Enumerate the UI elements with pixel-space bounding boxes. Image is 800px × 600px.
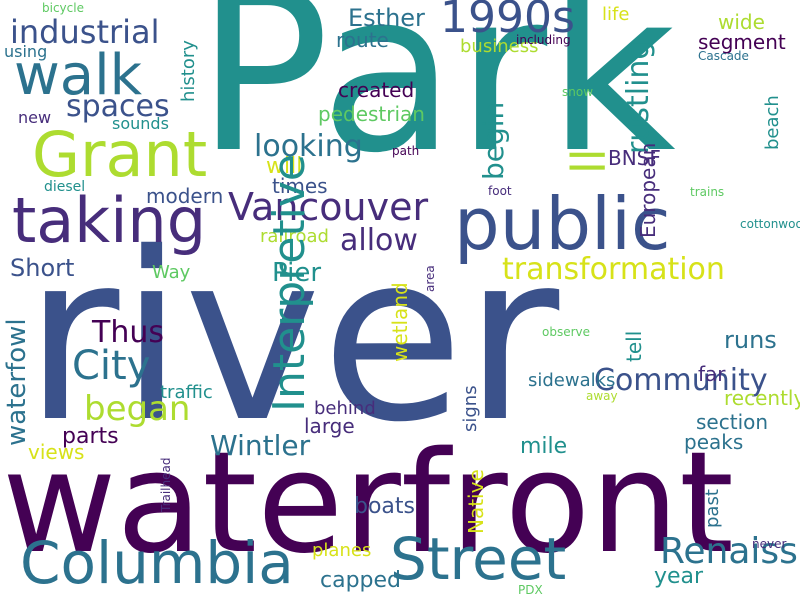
word-taking: taking: [12, 184, 207, 257]
word-renaissance: Wintler: [210, 429, 311, 462]
word-foot: capped: [320, 568, 402, 593]
word-bicycle: far: [698, 362, 726, 386]
word-signs: observe: [542, 325, 591, 339]
word-vancouver: Vancouver: [228, 185, 429, 229]
word-railroad: beach: [762, 95, 783, 150]
word-traffic: times: [272, 174, 328, 198]
word-walk: walk: [14, 43, 143, 108]
word-away: history: [178, 40, 199, 102]
word-industrial: industrial: [10, 13, 160, 51]
word-diesel: views: [28, 440, 85, 464]
word-wetland: cottonwoods: [740, 217, 800, 231]
word-spaces: spaces: [66, 89, 170, 124]
word-views: sidewalks: [528, 370, 616, 391]
word-past: Trailhead: [159, 457, 173, 512]
word-thus: began: [84, 389, 191, 429]
word-esther: Short: [10, 254, 75, 282]
word-european: trains: [690, 185, 725, 199]
word-large: railroad: [260, 226, 329, 247]
word-wide: Esther: [348, 4, 425, 32]
word-planes: tell: [622, 330, 646, 362]
word-never: sounds: [112, 114, 169, 133]
word-tell: area: [423, 265, 437, 292]
word-year: Renaissance: [660, 531, 800, 572]
word-far: European: [636, 142, 660, 238]
word-parts: will: [266, 154, 303, 179]
word-street: Street: [390, 525, 567, 593]
word-sounds: section: [696, 410, 769, 434]
word-observe: using: [4, 42, 48, 61]
word-native: away: [586, 389, 618, 403]
word-history: foot: [488, 184, 512, 198]
word-segment: route: [336, 28, 389, 52]
word-recently: waterfowl: [2, 318, 32, 446]
word-modern: segment: [698, 30, 786, 54]
word-cottonwoods: bicycle: [42, 1, 84, 15]
word-park: Park: [196, 0, 676, 202]
word-interpretive: including: [516, 33, 571, 47]
word-began: City: [72, 343, 151, 389]
word-including: signs: [460, 385, 481, 432]
word-allow: allow: [340, 223, 418, 258]
word-trailhead: PDX: [518, 583, 543, 597]
word-beach: path: [392, 144, 420, 158]
word-pier: runs: [724, 326, 777, 354]
word-wintler: Thus: [92, 315, 164, 350]
word-short: begin: [477, 101, 510, 180]
word-snow: past: [702, 489, 723, 528]
word-section: parts: [62, 424, 119, 449]
word-waterfront: waterfront: [2, 422, 734, 585]
word-city: Interpretive: [264, 154, 315, 412]
word-using: recently: [724, 386, 800, 410]
word-waterfowl: diesel: [44, 179, 86, 195]
word-cascade: Native: [464, 469, 488, 534]
word-runs: Community: [594, 363, 768, 398]
word-area: never: [752, 537, 787, 551]
word-new: peaks: [684, 430, 744, 454]
word-mile: behind: [314, 398, 376, 419]
word-sidewalks: Way: [152, 262, 191, 283]
word-pdx: new: [18, 108, 52, 127]
word-times: wide: [718, 10, 765, 34]
word-community: year: [654, 564, 704, 589]
word-transformation: transformation: [502, 252, 725, 287]
word-ll: ll: [562, 148, 616, 174]
word-trains: planes: [312, 540, 372, 561]
word-peaks: traffic: [160, 382, 213, 403]
word-public: public: [454, 182, 671, 266]
word-behind: modern: [146, 184, 224, 208]
word-looking: rustling: [621, 40, 656, 154]
word-1990s: 1990s: [440, 0, 575, 43]
word-created: Pier: [272, 258, 322, 288]
word-pedestrian: mile: [520, 434, 568, 459]
word-way: BNSF: [608, 146, 661, 170]
word-business: created: [338, 78, 415, 102]
word-rustling: snow: [562, 85, 594, 99]
word-route: looking: [254, 129, 363, 164]
word-capped: wetland: [388, 282, 412, 362]
word-bnsf: business: [460, 36, 539, 57]
word-grant: Grant: [32, 118, 208, 191]
word-river: river: [24, 203, 560, 473]
word-columbia: Columbia: [20, 529, 294, 597]
word-path: boats: [354, 494, 415, 519]
word-boats: large: [304, 414, 355, 438]
word-life: pedestrian: [318, 102, 425, 126]
word-begin: Cascade: [698, 49, 749, 63]
word-will: life: [602, 4, 630, 25]
